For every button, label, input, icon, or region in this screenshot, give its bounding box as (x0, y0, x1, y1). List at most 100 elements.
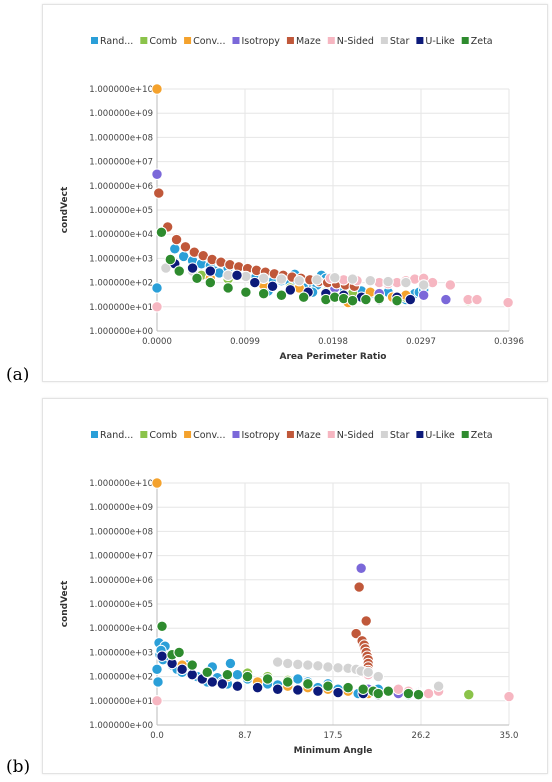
legend-entry[interactable]: Conv... (193, 430, 225, 441)
legend-entry[interactable]: U-Like (425, 430, 454, 441)
data-point[interactable] (293, 274, 305, 287)
data-point[interactable] (261, 673, 274, 685)
data-point[interactable] (292, 684, 304, 696)
legend-entry[interactable]: Zeta (471, 36, 493, 47)
data-point[interactable] (357, 683, 369, 695)
data-point[interactable] (432, 680, 445, 692)
data-point[interactable] (173, 265, 185, 277)
data-point[interactable] (322, 661, 334, 673)
data-point[interactable] (322, 680, 334, 692)
data-point[interactable] (346, 273, 359, 285)
data-point[interactable] (201, 666, 213, 679)
legend-entry[interactable]: Star (390, 430, 410, 441)
legend-entry[interactable]: Isotropy (241, 36, 280, 47)
legend-entry[interactable]: Comb (149, 36, 177, 47)
data-point[interactable] (156, 620, 168, 632)
legend-entry[interactable]: Maze (296, 36, 321, 47)
data-point[interactable] (179, 241, 192, 253)
legend-entry[interactable]: Conv... (193, 36, 225, 47)
data-point[interactable] (312, 660, 324, 672)
data-point[interactable] (151, 282, 163, 294)
data-point[interactable] (502, 296, 514, 309)
data-point[interactable] (346, 294, 359, 307)
data-point[interactable] (206, 676, 219, 688)
data-point[interactable] (372, 687, 384, 700)
data-point[interactable] (282, 676, 294, 688)
data-point[interactable] (297, 291, 310, 303)
data-point[interactable] (151, 695, 163, 707)
data-point[interactable] (444, 279, 457, 291)
data-point[interactable] (360, 293, 372, 306)
data-point[interactable] (271, 656, 284, 668)
data-point[interactable] (151, 301, 163, 313)
data-point[interactable] (392, 683, 405, 695)
data-point[interactable] (266, 280, 279, 293)
data-point[interactable] (440, 293, 452, 306)
data-point[interactable] (216, 678, 229, 690)
data-point[interactable] (173, 646, 185, 659)
data-point[interactable] (241, 670, 254, 683)
legend-entry[interactable]: Rand... (100, 430, 133, 441)
data-point[interactable] (169, 243, 181, 255)
data-point[interactable] (249, 276, 261, 289)
data-point[interactable] (151, 83, 163, 95)
data-point[interactable] (151, 663, 163, 676)
data-point[interactable] (350, 627, 362, 640)
data-point[interactable] (391, 294, 403, 307)
data-point[interactable] (373, 292, 385, 305)
data-point[interactable] (275, 289, 288, 301)
data-point[interactable] (186, 668, 198, 681)
data-point[interactable] (471, 293, 483, 306)
data-point[interactable] (282, 657, 294, 670)
data-point[interactable] (422, 687, 435, 700)
data-point[interactable] (164, 253, 177, 266)
data-point[interactable] (332, 662, 344, 674)
data-point[interactable] (222, 282, 234, 294)
data-point[interactable] (221, 668, 234, 681)
data-point[interactable] (329, 271, 341, 284)
data-point[interactable] (302, 678, 314, 690)
data-point[interactable] (353, 581, 365, 593)
data-point[interactable] (417, 279, 430, 291)
data-point[interactable] (191, 272, 203, 285)
data-point[interactable] (204, 265, 217, 277)
data-point[interactable] (312, 685, 324, 697)
data-point[interactable] (302, 659, 314, 671)
legend-entry[interactable]: Rand... (100, 36, 133, 47)
data-point[interactable] (292, 658, 304, 671)
data-point[interactable] (152, 676, 164, 688)
data-point[interactable] (186, 659, 198, 671)
data-point[interactable] (275, 273, 288, 285)
legend-entry[interactable]: Comb (149, 430, 177, 441)
data-point[interactable] (153, 187, 165, 199)
data-point[interactable] (151, 168, 163, 180)
data-point[interactable] (382, 275, 394, 288)
data-point[interactable] (503, 690, 515, 703)
legend-entry[interactable]: Maze (296, 430, 321, 441)
data-point[interactable] (404, 293, 417, 306)
data-point[interactable] (292, 673, 304, 685)
legend-entry[interactable]: Isotropy (241, 430, 280, 441)
data-point[interactable] (170, 233, 183, 246)
data-point[interactable] (463, 688, 475, 701)
data-point[interactable] (362, 666, 374, 679)
data-point[interactable] (412, 688, 425, 701)
data-point[interactable] (231, 680, 244, 692)
data-point[interactable] (257, 287, 270, 300)
data-point[interactable] (224, 657, 237, 670)
legend-entry[interactable]: N-Sided (337, 36, 374, 47)
data-point[interactable] (342, 681, 354, 694)
data-point[interactable] (364, 274, 377, 287)
data-point[interactable] (231, 269, 243, 282)
data-point[interactable] (204, 276, 217, 289)
data-point[interactable] (372, 670, 384, 683)
data-point[interactable] (382, 685, 395, 697)
legend-entry[interactable]: N-Sided (337, 430, 374, 441)
data-point[interactable] (151, 477, 163, 489)
data-point[interactable] (360, 615, 372, 627)
data-point[interactable] (417, 289, 430, 301)
data-point[interactable] (156, 650, 168, 662)
legend-entry[interactable]: U-Like (425, 36, 454, 47)
data-point[interactable] (284, 284, 297, 296)
data-point[interactable] (176, 663, 188, 676)
